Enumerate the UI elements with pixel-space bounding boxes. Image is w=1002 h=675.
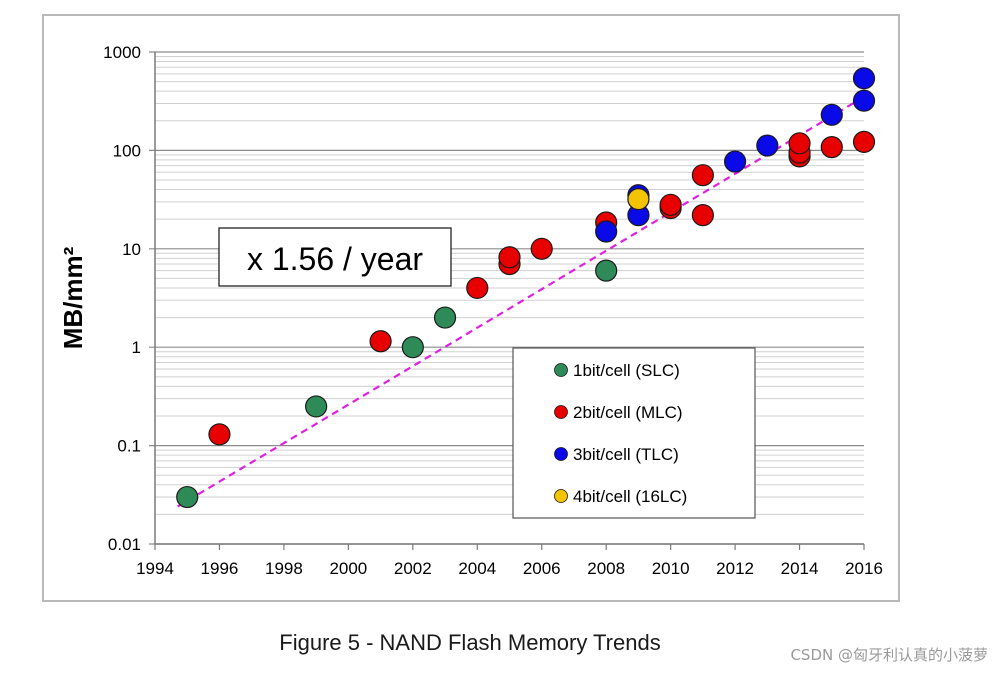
x-tick-label: 2012 bbox=[716, 559, 754, 578]
data-point-series-2 bbox=[659, 193, 682, 216]
data-point-series-2 bbox=[820, 136, 843, 159]
data-point-series-3 bbox=[595, 220, 618, 243]
data-point-series-1 bbox=[176, 485, 199, 509]
data-point-series-1 bbox=[401, 336, 424, 359]
points-layer bbox=[176, 67, 876, 509]
data-point-series-4 bbox=[627, 187, 650, 211]
x-tick-label: 2000 bbox=[329, 559, 367, 578]
data-point-series-3 bbox=[723, 150, 747, 173]
x-tick-label: 1996 bbox=[201, 559, 239, 578]
data-point-series-2 bbox=[498, 246, 521, 269]
y-tick-label: 0.01 bbox=[108, 535, 141, 554]
data-point-series-1 bbox=[433, 306, 457, 329]
legend-label: 2bit/cell (MLC) bbox=[573, 403, 683, 422]
x-tick-label: 2014 bbox=[781, 559, 819, 578]
trend-line bbox=[176, 95, 865, 508]
data-point-series-2 bbox=[530, 237, 553, 260]
data-point-series-2 bbox=[852, 130, 876, 154]
x-tick-label: 2008 bbox=[587, 559, 625, 578]
trend-layer bbox=[176, 95, 865, 508]
legend-marker bbox=[554, 405, 568, 419]
data-point-series-3 bbox=[852, 89, 876, 112]
legend-layer: 1bit/cell (SLC) 2bit/cell (MLC) 3bit/cell … bbox=[512, 347, 756, 519]
annotation-text: x 1.56 / year bbox=[247, 241, 423, 277]
data-point-series-1 bbox=[595, 259, 618, 282]
y-tick-label: 10 bbox=[122, 240, 141, 259]
data-point-series-3 bbox=[756, 134, 779, 157]
data-point-series-3 bbox=[820, 103, 843, 126]
legend-marker bbox=[554, 489, 568, 503]
data-point-series-2 bbox=[691, 204, 714, 227]
data-point-series-2 bbox=[788, 132, 811, 155]
legend-label: 1bit/cell (SLC) bbox=[573, 361, 680, 380]
x-tick-label: 2004 bbox=[458, 559, 496, 578]
legend-label: 3bit/cell (TLC) bbox=[573, 445, 679, 464]
x-tick-label: 2006 bbox=[523, 559, 561, 578]
data-point-series-2 bbox=[208, 423, 231, 446]
legend-marker bbox=[554, 363, 568, 377]
legend-marker bbox=[554, 447, 568, 461]
watermark: CSDN @匈牙利认真的小菠萝 bbox=[790, 646, 988, 664]
data-point-series-2 bbox=[466, 276, 489, 300]
x-tick-label: 2002 bbox=[394, 559, 432, 578]
grid-layer bbox=[149, 51, 864, 545]
data-point-series-1 bbox=[305, 395, 328, 418]
annotation-box bbox=[218, 227, 452, 287]
data-point-series-2 bbox=[691, 164, 714, 187]
y-tick-label: 1000 bbox=[103, 43, 141, 62]
y-axis-label: MB/mm² bbox=[58, 246, 88, 349]
axes-layer: 0.01 0.1 1 10 100 1000 1994 1996 1998 2000 2002 200… bbox=[58, 43, 883, 578]
legend-label: 4bit/cell (16LC) bbox=[573, 487, 687, 506]
y-tick-label: 1 bbox=[132, 338, 141, 357]
annotation-layer: x 1.56 / year bbox=[218, 227, 452, 287]
x-tick-label: 2016 bbox=[845, 559, 883, 578]
data-point-series-3 bbox=[852, 67, 876, 90]
legend-box bbox=[512, 347, 756, 519]
x-tick-label: 1998 bbox=[265, 559, 303, 578]
y-tick-label: 100 bbox=[113, 141, 141, 160]
x-tick-label: 1994 bbox=[136, 559, 174, 578]
data-point-series-2 bbox=[369, 330, 392, 353]
y-tick-label: 0.1 bbox=[117, 437, 141, 456]
x-tick-label: 2010 bbox=[652, 559, 690, 578]
figure-caption: Figure 5 - NAND Flash Memory Trends bbox=[279, 630, 661, 655]
